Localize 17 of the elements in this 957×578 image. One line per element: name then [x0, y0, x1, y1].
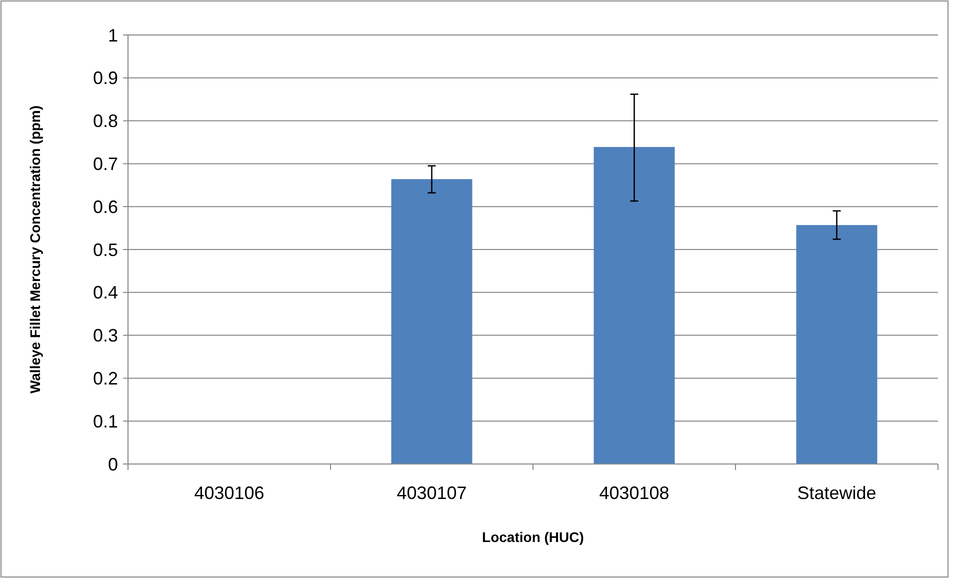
x-tick-label: Statewide: [797, 483, 876, 503]
y-tick-label: 0.4: [92, 282, 118, 303]
x-tick-label: 4030107: [396, 483, 467, 503]
y-tick-label: 0.5: [92, 240, 118, 260]
y-tick-label: 0.7: [92, 154, 118, 174]
y-tick-label: 0.6: [92, 196, 118, 217]
y-tick-label: 0.2: [92, 368, 118, 388]
y-tick-label: 0.3: [92, 326, 118, 346]
x-tick-label: 4030106: [194, 483, 264, 503]
y-axis-title: Walleye Fillet Mercury Concentration (ppm): [27, 105, 43, 394]
y-tick-label: 0.9: [92, 68, 118, 88]
y-tick-label: 0: [108, 454, 118, 474]
x-tick-label: 4030108: [599, 483, 670, 503]
y-tick-label: 1: [108, 25, 118, 46]
x-axis-title: Location (HUC): [482, 529, 584, 545]
y-tick-label: 0.8: [92, 111, 118, 132]
y-tick-label: 0.1: [92, 411, 118, 432]
